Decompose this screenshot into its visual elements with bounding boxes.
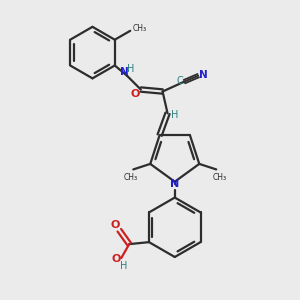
Text: H: H [127,64,135,74]
Text: CH₃: CH₃ [123,173,137,182]
Text: O: O [112,254,121,264]
Text: N: N [170,178,179,189]
Text: CH₃: CH₃ [212,173,226,182]
Text: H: H [120,261,127,271]
Text: C: C [177,76,183,85]
Text: N: N [199,70,208,80]
Text: H: H [171,110,178,120]
Text: O: O [130,89,140,100]
Text: CH₃: CH₃ [132,24,146,33]
Text: N: N [120,67,128,77]
Text: O: O [111,220,120,230]
